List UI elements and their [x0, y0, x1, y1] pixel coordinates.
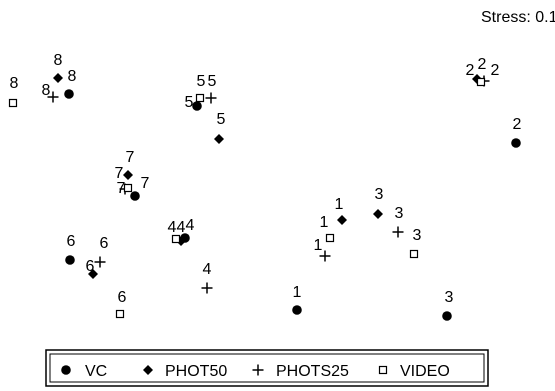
point-label-vc-7: 7: [141, 175, 150, 192]
legend-phots25-plus-marker: [252, 364, 264, 376]
point-vc-1-circle-marker: [292, 305, 302, 315]
point-label-phot50-6: 6: [86, 258, 95, 275]
point-label-phots25-7: 7: [126, 149, 135, 166]
point-label-phot50-3: 3: [375, 186, 384, 203]
point-video-6-square-marker: [115, 309, 125, 319]
point-vc-2-circle-marker: [511, 138, 521, 148]
point-label-phot50-2: 2: [466, 62, 475, 79]
point-label-phots25-6: 6: [100, 235, 109, 252]
point-vc-3-circle-marker: [442, 311, 452, 321]
point-label-phots25-8: 8: [42, 82, 51, 99]
point-label-phots25-2: 2: [491, 62, 500, 79]
point-video-2-square-marker: [476, 77, 486, 87]
point-label-video-5: 5: [197, 73, 206, 90]
point-vc-7-circle-marker: [130, 191, 140, 201]
point-label-phots25-1: 1: [314, 237, 323, 254]
stress-annotation: Stress: 0.1: [481, 9, 555, 26]
point-label-video-2: 2: [478, 56, 487, 73]
point-phots25-8-plus-marker: [47, 91, 59, 103]
point-label-video-6: 6: [118, 289, 127, 306]
point-label-phot50-8: 8: [54, 52, 63, 69]
point-phots25-6-plus-marker: [94, 256, 106, 268]
legend-label-vc: VC: [85, 363, 107, 380]
point-vc-5-circle-marker: [192, 101, 202, 111]
point-labels: 1 2 3 4 5 6 7 8 1 2 3 4 5 6 7 8 1 2 3 4 5 6 7 8 1 2 3 4 5 6 7 8: [10, 52, 522, 306]
point-phots25-4-plus-marker: [201, 282, 213, 294]
point-video-4-square-marker: [171, 234, 181, 244]
legend-phot50-diamond-marker: [143, 365, 153, 375]
point-phot50-1-diamond-marker: [337, 215, 347, 225]
point-video-1-square-marker: [325, 233, 335, 243]
point-label-video-7: 7: [117, 180, 126, 197]
point-label-vc-1: 1: [293, 284, 302, 301]
legend-outer-border: [45, 349, 489, 387]
point-phot50-7-diamond-marker: [123, 170, 133, 180]
point-phot50-5-diamond-marker: [214, 134, 224, 144]
legend-label-phots25: PHOTS25: [276, 363, 349, 380]
data-points: [8, 73, 521, 321]
point-phot50-3-diamond-marker: [373, 209, 383, 219]
legend-vc-circle-marker: [61, 365, 71, 375]
legend-video-square-marker: [378, 365, 388, 375]
point-label-video-3: 3: [413, 227, 422, 244]
point-label-vc-5: 5: [185, 94, 194, 111]
point-label-vc-3: 3: [445, 289, 454, 306]
point-label-video-1: 1: [320, 214, 329, 231]
point-label-phots25-5: 5: [208, 73, 217, 90]
point-label-vc-2: 2: [513, 116, 522, 133]
point-phot50-6-diamond-marker: [88, 269, 98, 279]
point-label-vc-8: 8: [68, 68, 77, 85]
point-label-vc-4: 4: [186, 217, 195, 234]
point-phots25-1-plus-marker: [319, 250, 331, 262]
point-label-video-4: 4: [177, 219, 186, 236]
point-label-phots25-4: 4: [203, 261, 212, 278]
point-label-phots25-3: 3: [395, 205, 404, 222]
point-vc-8-circle-marker: [64, 89, 74, 99]
legend: VC PHOT50 PHOTS25 VIDEO: [45, 349, 489, 387]
point-phots25-5-plus-marker: [205, 92, 217, 104]
point-label-phot50-4: 4: [168, 219, 177, 236]
legend-label-video: VIDEO: [400, 363, 450, 380]
legend-inner-border: [49, 353, 485, 383]
point-label-video-8: 8: [10, 75, 19, 92]
point-video-5-square-marker: [195, 93, 205, 103]
point-label-phot50-7: 7: [115, 165, 124, 182]
point-label-phot50-5: 5: [217, 111, 226, 128]
point-phot50-8-diamond-marker: [53, 73, 63, 83]
point-label-phot50-1: 1: [335, 196, 344, 213]
point-phots25-3-plus-marker: [392, 226, 404, 238]
point-video-8-square-marker: [8, 98, 18, 108]
point-video-7-square-marker: [123, 183, 133, 193]
point-video-3-square-marker: [409, 249, 419, 259]
legend-label-phot50: PHOT50: [165, 363, 227, 380]
point-vc-6-circle-marker: [65, 255, 75, 265]
point-label-vc-6: 6: [67, 233, 76, 250]
legend-items: VC PHOT50 PHOTS25 VIDEO: [61, 363, 450, 380]
